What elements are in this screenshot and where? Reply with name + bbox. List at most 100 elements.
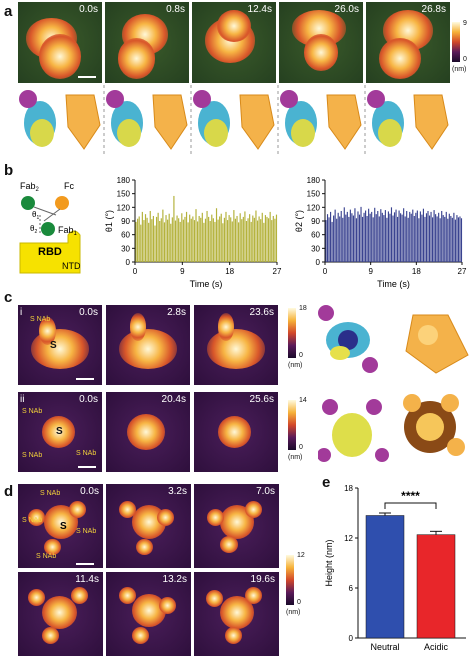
scale-bar	[78, 466, 96, 468]
afm-frame: 0.0s	[18, 305, 102, 385]
bar	[330, 211, 332, 262]
afm-feature	[219, 536, 239, 553]
frame-timestamp: 0.0s	[79, 4, 98, 15]
bar	[230, 217, 232, 262]
bar	[155, 216, 158, 262]
bar	[361, 216, 364, 262]
y-tick-label: 0	[349, 634, 354, 643]
afm-feature	[117, 38, 156, 79]
bar	[333, 215, 335, 262]
bar	[249, 214, 251, 262]
frame-timestamp: 19.6s	[250, 574, 275, 585]
x-tick-label: 27	[458, 267, 467, 276]
bar	[424, 216, 426, 262]
bar	[185, 211, 188, 262]
bar	[398, 210, 400, 262]
bar	[409, 211, 411, 262]
bar	[431, 217, 434, 262]
bar	[422, 208, 425, 262]
significance-bracket	[384, 502, 437, 509]
bar	[154, 225, 156, 262]
theta2-label: θ2	[30, 224, 37, 235]
s-label: S	[60, 521, 67, 532]
bar	[275, 214, 278, 262]
theta2-chart: 0 30 60 90 120 150 180 0 9 18 27 Time (s) θ2 (°)	[294, 176, 467, 289]
bar	[173, 195, 175, 262]
bar	[167, 219, 169, 262]
afm-frame: 7.0s	[194, 484, 279, 568]
afm-feature	[157, 509, 174, 526]
y-tick-label: 180	[117, 176, 131, 185]
afm-frame: 0.0s	[18, 484, 103, 568]
bar	[331, 221, 333, 262]
bar	[337, 212, 339, 262]
frame-timestamp: 23.6s	[249, 307, 274, 318]
afm-feature	[205, 590, 223, 608]
bar	[241, 219, 243, 262]
x-tick-label: 0	[133, 267, 138, 276]
panel-label-b: b	[4, 162, 14, 179]
colorbar-unit: (nm)	[288, 362, 303, 369]
bar	[236, 215, 238, 262]
bar	[168, 213, 170, 262]
spike-model	[291, 119, 315, 147]
bar	[253, 217, 255, 262]
bar	[349, 209, 351, 262]
afm-feature	[39, 317, 56, 345]
bar	[406, 210, 408, 262]
bar	[416, 210, 418, 262]
bar	[137, 218, 139, 262]
theta1-chart: 0 30 60 90 120 150 180 0 9 18 27 Time (s) θ1 (°)	[104, 176, 282, 289]
y-tick-label: 30	[121, 244, 130, 253]
scale-bar	[76, 563, 94, 565]
bar	[442, 215, 444, 262]
bar	[211, 214, 213, 262]
afm-feature	[39, 34, 81, 79]
bar	[242, 216, 244, 262]
afm-feature	[304, 34, 338, 71]
afm-feature	[41, 416, 76, 448]
frame-timestamp: 0.0s	[79, 394, 98, 405]
frame-timestamp: 12.4s	[247, 4, 272, 15]
y-tick-label: 0	[126, 258, 131, 267]
bar	[244, 211, 246, 262]
bar	[171, 217, 173, 262]
bar	[222, 223, 224, 262]
afm-frame: 2.8s	[106, 305, 190, 385]
antibody-schematic: Fab2 Fc θ1 θ2 Fab1 RBD NTD	[19, 181, 81, 274]
nab-label: S NAb	[30, 316, 51, 323]
panel-label-d: d	[4, 483, 14, 500]
category-label: Neutral	[370, 642, 399, 652]
afm-feature	[135, 538, 153, 556]
bar	[238, 222, 240, 262]
afm-feature	[127, 414, 165, 451]
nab-label: S NAb	[76, 528, 97, 535]
afm-feature	[118, 329, 178, 369]
bar	[372, 217, 374, 262]
colorbar	[452, 22, 460, 62]
nab-label: S NAb	[22, 517, 43, 524]
afm-feature	[69, 500, 86, 518]
y-axis-label: θ1 (°)	[104, 210, 114, 232]
bar	[261, 212, 263, 262]
afm-feature	[70, 587, 88, 604]
bar	[187, 222, 189, 262]
fc-label: Fc	[64, 181, 74, 191]
afm-feature	[224, 627, 242, 645]
x-tick-label: 0	[323, 267, 328, 276]
scale-bar	[78, 76, 96, 78]
bar	[448, 213, 450, 262]
bar	[435, 214, 437, 262]
nab-label: S NAb	[22, 452, 43, 459]
subpanel-label-ii: ii	[20, 394, 25, 405]
bar	[269, 211, 271, 262]
bar	[148, 222, 150, 262]
spike-surface-model	[413, 94, 449, 150]
bar	[231, 221, 233, 262]
afm-feature	[131, 627, 149, 645]
fab1-dot	[41, 222, 55, 236]
bar	[225, 211, 227, 262]
colorbar	[286, 555, 294, 605]
afm-frame: 0.0s	[18, 2, 102, 83]
bar	[143, 220, 145, 262]
